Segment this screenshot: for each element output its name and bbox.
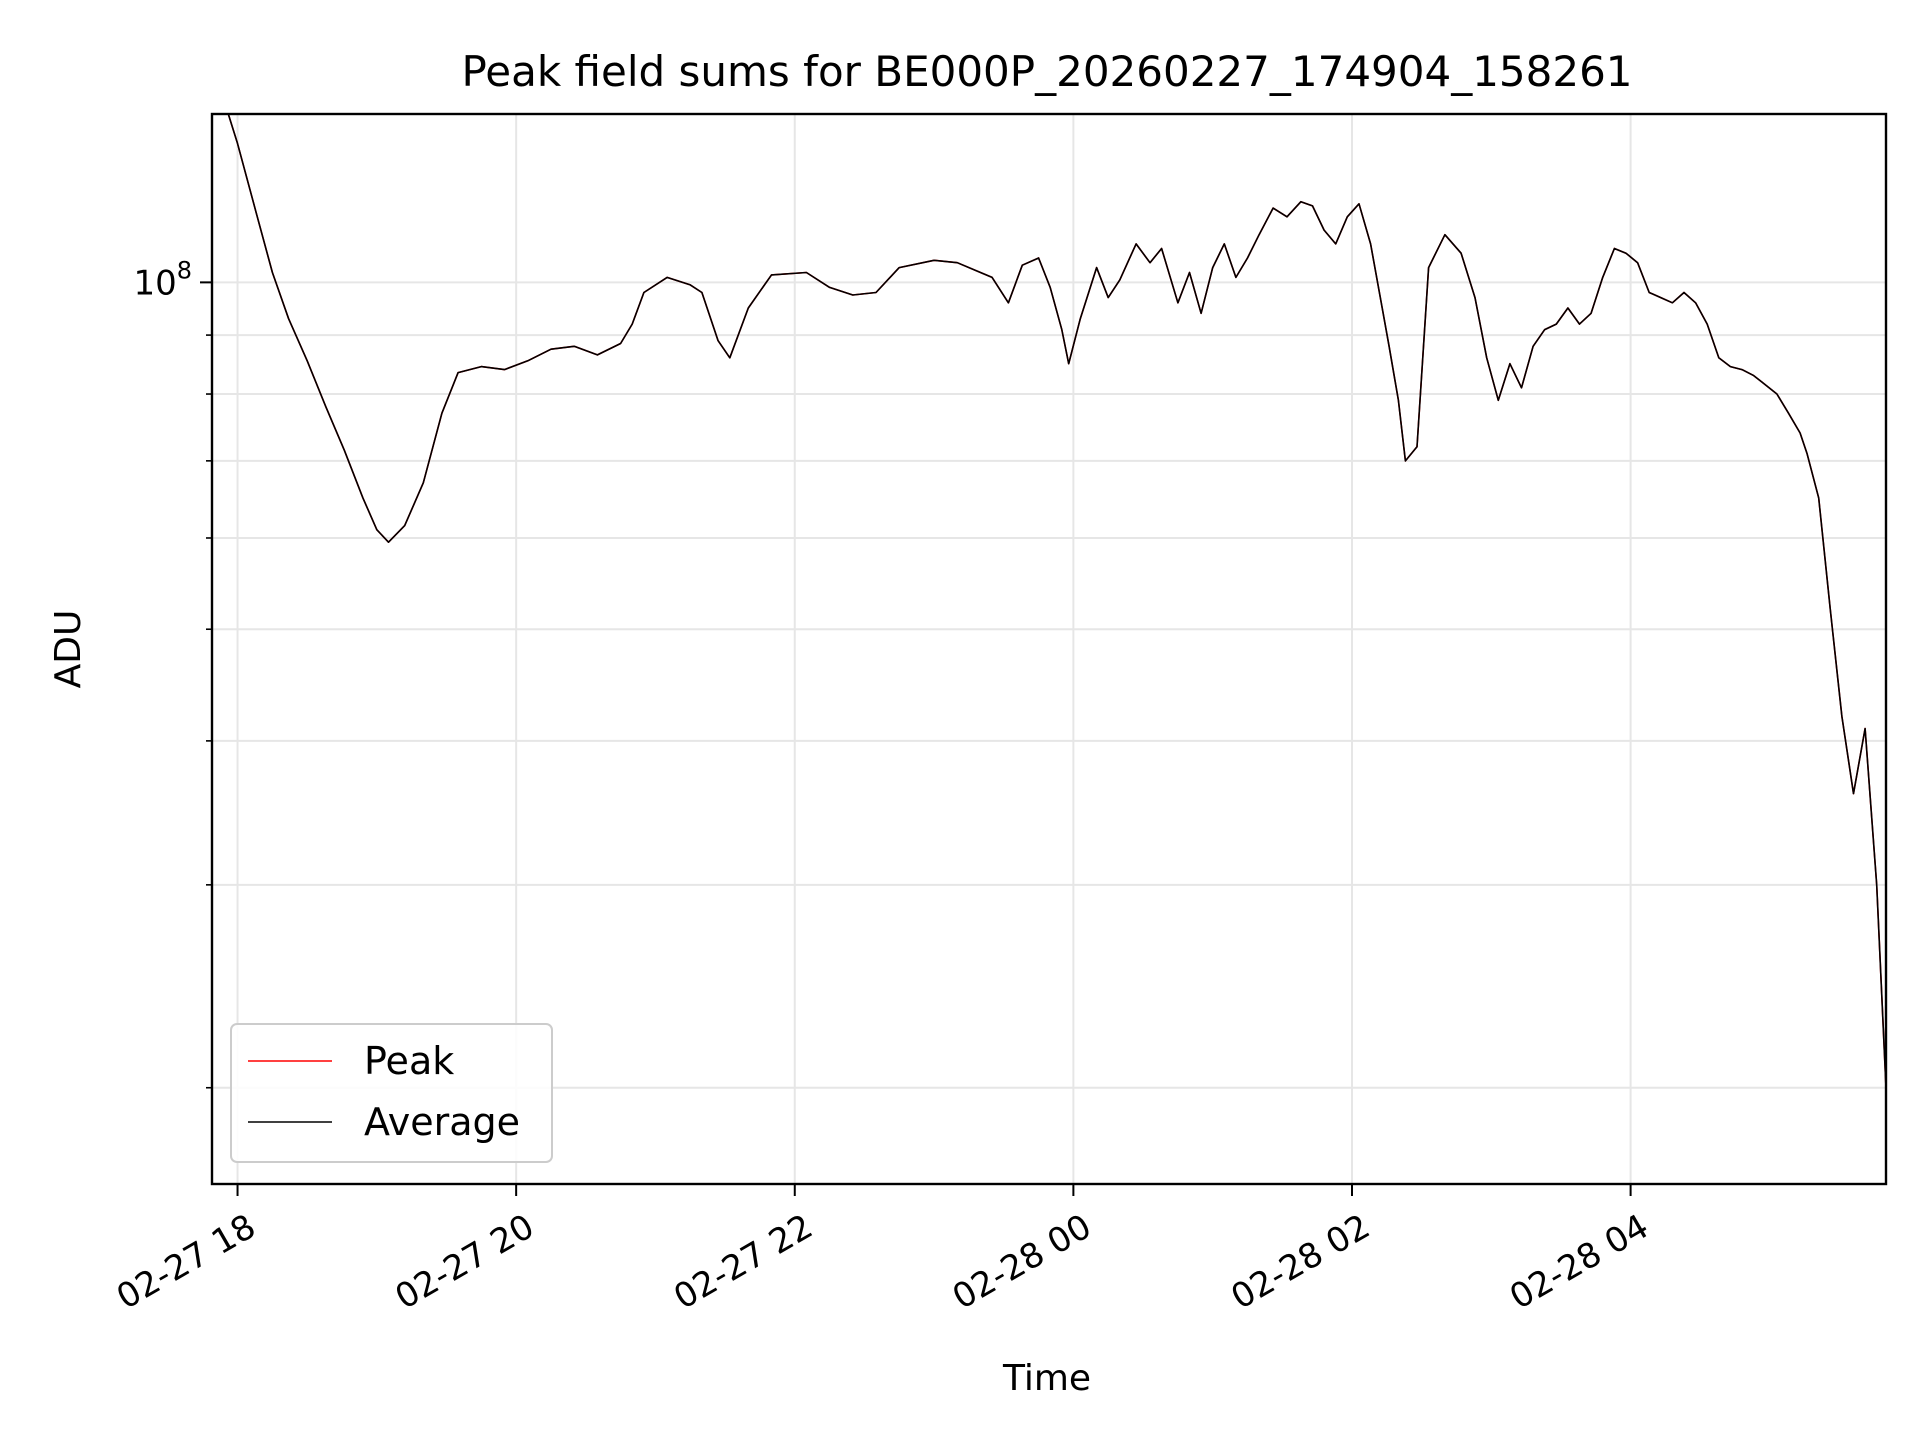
- legend: Peak Average: [230, 1023, 553, 1163]
- series-lines: [212, 113, 1887, 1088]
- y-axis: 108: [133, 256, 212, 1089]
- chart-title: Peak field sums for BE000P_20260227_1749…: [461, 47, 1632, 96]
- legend-box: [230, 1023, 553, 1163]
- legend-label-peak: Peak: [364, 1039, 454, 1083]
- plot-area-frame: [210, 112, 1888, 1186]
- x-axis-label: Time: [1002, 1358, 1091, 1399]
- legend-label-average: Average: [364, 1100, 520, 1144]
- series-line-average: [212, 113, 1887, 1088]
- y-tick-label: 108: [133, 256, 192, 303]
- y-axis-label: ADU: [48, 610, 89, 689]
